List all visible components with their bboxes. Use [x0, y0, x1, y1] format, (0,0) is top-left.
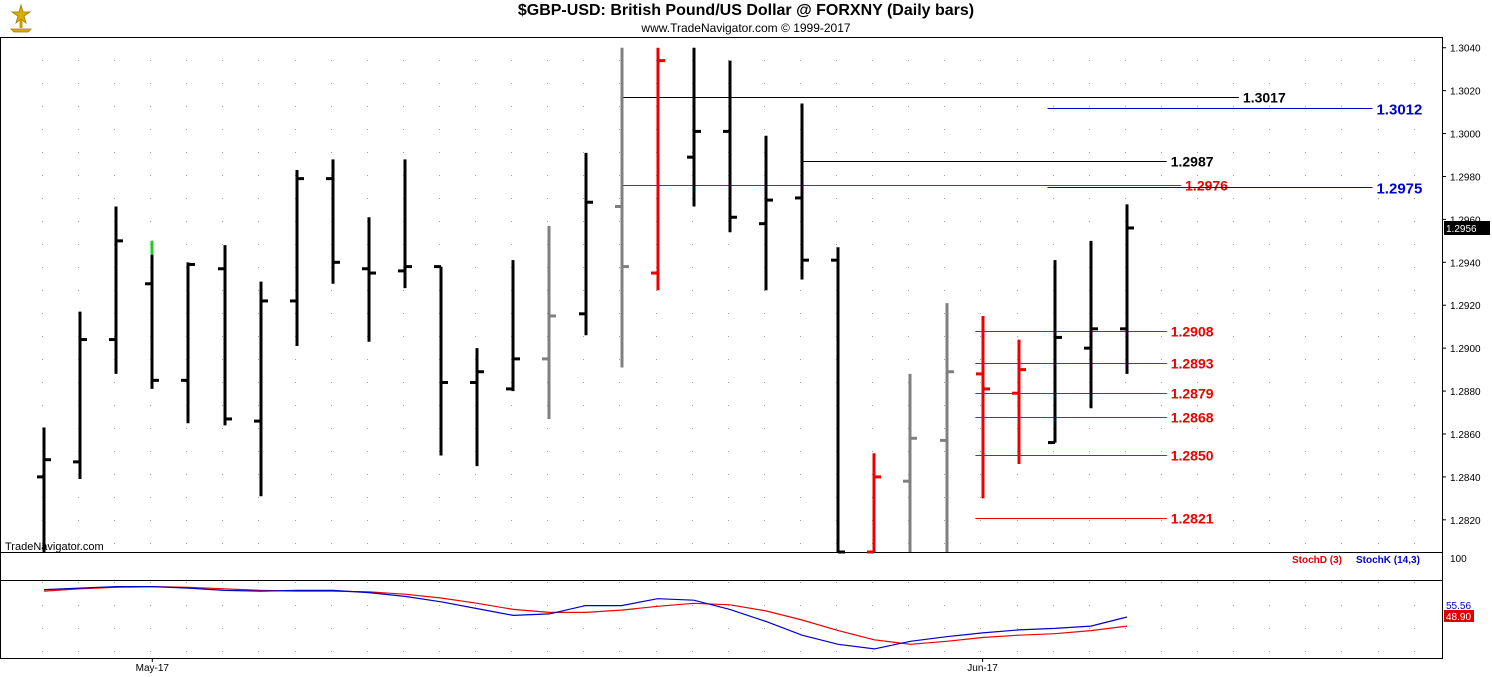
stochastic-plot-frame: [0, 552, 1443, 659]
ohlc-bar: [976, 315, 990, 499]
trade-navigator-logo-icon: [4, 2, 38, 34]
price-tick-label: 1.2960: [1450, 215, 1481, 226]
chart-subtitle: www.TradeNavigator.com © 1999-2017: [641, 21, 851, 35]
stoch-tick-label: 100: [1450, 554, 1467, 565]
price-tick-label: 1.3020: [1450, 87, 1481, 98]
price-tick-label: 1.2860: [1450, 430, 1481, 441]
level-label: 1.2908: [1171, 324, 1214, 340]
date-tick-label: May-17: [136, 663, 170, 674]
watermark: TradeNavigator.com: [5, 541, 104, 553]
ohlc-bar: [867, 453, 881, 554]
stochastic-line: [43, 585, 1128, 645]
price-axis: 1.3040 1.3020 1.3000 1.2980 1.2960 1.2940 1.29…: [1442, 44, 1490, 527]
legend-stochD: StochD (3): [1292, 555, 1342, 566]
ohlc-bar: [506, 260, 520, 392]
price-tick-label: 1.2940: [1450, 258, 1481, 269]
ohlc-bar: [1048, 260, 1062, 445]
ohlc-bar: [940, 303, 954, 552]
ohlc-bar: [73, 311, 87, 480]
price-tick-label: 1.2920: [1450, 301, 1481, 312]
level-label: 1.2975: [1376, 181, 1422, 198]
ohlc-bar: [470, 348, 484, 467]
ohlc-bar: [398, 159, 412, 289]
ohlc-bar: [37, 427, 51, 552]
ohlc-bar: [615, 47, 629, 368]
ohlc-bar: [1120, 204, 1134, 374]
stochD-last-box: [1444, 610, 1474, 622]
ohlc-bar: [326, 159, 340, 284]
level-label: 1.2868: [1171, 410, 1214, 426]
last-price-label: 1.2956: [1446, 224, 1477, 235]
level-label: 1.2976: [1185, 178, 1228, 194]
ohlc-bar: [362, 217, 376, 342]
ohlc-bar: [290, 170, 304, 346]
ohlc-bar: [579, 152, 593, 336]
level-label: 1.2850: [1171, 448, 1214, 464]
level-label: 1.2879: [1171, 386, 1214, 402]
stochastic-line: [43, 585, 1128, 650]
ohlc-bar: [434, 265, 448, 456]
ohlc-bar: [145, 240, 159, 389]
price-tick-label: 1.2880: [1450, 387, 1481, 398]
level-label: 1.3017: [1243, 90, 1286, 106]
stochK-last-value: 55.56: [1446, 601, 1471, 612]
level-label: 1.2821: [1171, 511, 1214, 527]
price-tick-label: 1.2840: [1450, 473, 1481, 484]
last-price-box: [1444, 220, 1490, 235]
ohlc-bar: [1084, 240, 1098, 409]
price-tick-label: 1.2980: [1450, 172, 1481, 183]
date-axis: May-17 Jun-17: [0, 658, 1442, 674]
ohlc-bar: [723, 60, 737, 233]
ohlc-bar: [218, 245, 232, 426]
price-tick-label: 1.2900: [1450, 344, 1481, 355]
date-tick-label: Jun-17: [967, 663, 998, 674]
ohlc-bar: [903, 373, 917, 552]
legend-stochK: StochK (14,3): [1356, 555, 1420, 566]
stochD-last-value: 48.90: [1446, 612, 1471, 623]
level-label: 1.2987: [1171, 154, 1214, 170]
ohlc-bar: [254, 281, 268, 497]
ohlc-bar: [795, 103, 809, 280]
ohlc-bar: [181, 262, 195, 424]
level-label: 1.3012: [1376, 102, 1422, 119]
ohlc-bar: [1012, 339, 1026, 465]
ohlc-bar: [759, 135, 773, 291]
level-label: 1.2893: [1171, 356, 1214, 372]
price-tick-label: 1.3040: [1450, 44, 1481, 55]
chart-title: $GBP-USD: British Pound/US Dollar @ FORX…: [517, 2, 975, 19]
title-bar: [0, 0, 1492, 37]
ohlc-bar: [687, 47, 701, 207]
ohlc-bar: [109, 206, 123, 374]
ohlc-bar: [831, 247, 845, 554]
ohlc-bar: [651, 47, 665, 291]
price-tick-label: 1.2820: [1450, 516, 1481, 527]
price-plot-frame: [0, 37, 1443, 553]
price-tick-label: 1.3000: [1450, 130, 1481, 141]
ohlc-bar: [542, 225, 556, 419]
